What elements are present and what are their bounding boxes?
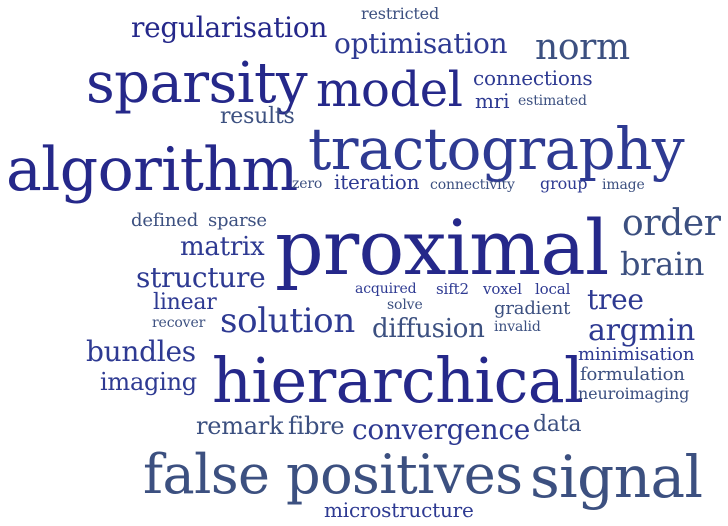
word-diffusion: diffusion bbox=[372, 314, 485, 344]
word-iteration: iteration bbox=[334, 170, 420, 194]
word-local: local bbox=[535, 280, 571, 298]
word-model: model bbox=[316, 62, 463, 118]
word-microstructure: microstructure bbox=[324, 498, 474, 522]
word-solution: solution bbox=[220, 301, 355, 341]
word-matrix: matrix bbox=[180, 232, 265, 262]
word-algorithm: algorithm bbox=[6, 135, 298, 205]
word-mri: mri bbox=[475, 89, 510, 113]
word-acquired: acquired bbox=[355, 281, 417, 297]
word-gradient: gradient bbox=[494, 298, 571, 319]
word-data: data bbox=[533, 412, 582, 437]
word-brain: brain bbox=[620, 245, 705, 283]
word-convergence: convergence bbox=[352, 413, 531, 446]
word-order: order bbox=[622, 203, 721, 244]
word-neuroimaging: neuroimaging bbox=[578, 384, 690, 403]
word-argmin: argmin bbox=[588, 313, 695, 348]
word-norm: norm bbox=[535, 27, 630, 68]
word-remark: remark bbox=[196, 412, 284, 440]
word-sparsity: sparsity bbox=[86, 51, 308, 116]
word-group: group bbox=[540, 174, 588, 193]
word-restricted: restricted bbox=[361, 4, 440, 23]
word-invalid: invalid bbox=[494, 319, 541, 335]
word-fibre: fibre bbox=[288, 412, 345, 440]
word-voxel: voxel bbox=[483, 280, 522, 298]
word-estimated: estimated bbox=[518, 93, 587, 109]
word-sparse: sparse bbox=[208, 210, 267, 231]
word-formulation: formulation bbox=[580, 364, 685, 385]
word-hierarchical: hierarchical bbox=[212, 344, 584, 417]
word-structure: structure bbox=[136, 261, 266, 294]
word-tractography: tractography bbox=[308, 115, 685, 183]
word-bundles: bundles bbox=[86, 335, 196, 368]
word-optimisation: optimisation bbox=[334, 27, 508, 60]
word-imaging: imaging bbox=[100, 368, 197, 396]
word-linear: linear bbox=[153, 290, 217, 315]
word-solve: solve bbox=[387, 297, 423, 313]
word-false-positives: false positives bbox=[143, 443, 523, 506]
word-proximal: proximal bbox=[275, 203, 609, 292]
word-sift2: sift2 bbox=[436, 280, 469, 298]
word-minimisation: minimisation bbox=[578, 344, 695, 365]
word-zero: zero bbox=[292, 176, 323, 192]
word-recover: recover bbox=[152, 315, 206, 331]
word-regularisation: regularisation bbox=[131, 11, 328, 44]
word-defined: defined bbox=[131, 210, 199, 231]
word-tree: tree bbox=[587, 283, 644, 316]
word-connections: connections bbox=[473, 66, 593, 90]
word-image: image bbox=[602, 177, 645, 193]
word-signal: signal bbox=[530, 443, 703, 511]
word-results: results bbox=[220, 104, 295, 129]
word-connectivity: connectivity bbox=[430, 177, 515, 193]
